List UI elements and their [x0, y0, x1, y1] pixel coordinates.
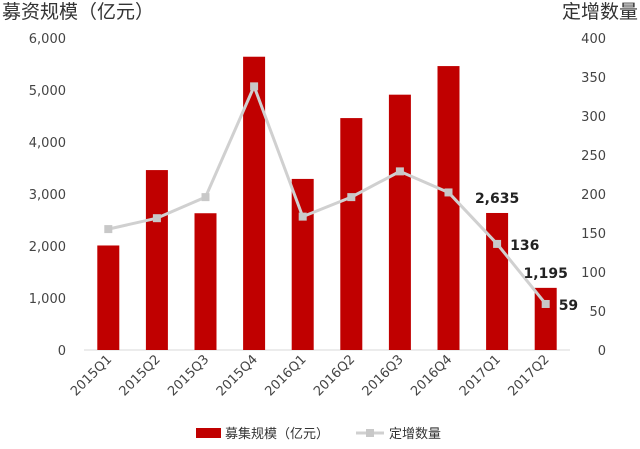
line-marker-2016Q2 [347, 193, 356, 202]
x-tick-label: 2016Q2 [311, 352, 358, 399]
data-label: 59 [559, 298, 578, 314]
right-tick-label: 50 [589, 305, 606, 320]
x-tick-label: 2015Q2 [117, 352, 164, 399]
line-marker-2015Q2 [152, 214, 161, 223]
legend-line-label: 定增数量 [389, 427, 441, 442]
x-tick-label: 2016Q4 [408, 352, 455, 399]
line-series [104, 82, 550, 308]
line-marker-2016Q3 [395, 167, 404, 176]
x-tick-label: 2016Q3 [360, 352, 407, 399]
right-axis-title: 定增数量 [562, 1, 638, 23]
x-axis-ticks: 2015Q1 2015Q2 2015Q3 2015Q4 2016Q1 2016Q2 2016… [68, 352, 552, 399]
data-label: 136 [510, 238, 539, 254]
line-marker-2015Q4 [250, 82, 259, 91]
right-tick-label: 400 [581, 32, 606, 47]
left-tick-label: 0 [58, 344, 66, 359]
legend-bar-swatch [196, 428, 221, 438]
right-tick-label: 200 [581, 188, 606, 203]
left-tick-label: 5,000 [29, 84, 66, 99]
right-tick-label: 0 [598, 344, 606, 359]
data-label: 1,195 [524, 266, 568, 282]
left-tick-label: 4,000 [29, 136, 66, 151]
x-tick-label: 2016Q1 [262, 352, 309, 399]
left-axis-title: 募资规模（亿元） [2, 1, 154, 23]
line-marker-2016Q4 [444, 188, 453, 197]
data-label: 2,635 [475, 191, 519, 207]
right-tick-label: 300 [581, 110, 606, 125]
bar-2016Q2 [340, 118, 363, 350]
x-tick-label: 2017Q1 [457, 352, 504, 399]
legend: 募集规模（亿元） 定增数量 [196, 426, 441, 442]
right-axis-ticks: 0 50 100 150 200 250 300 350 400 [581, 32, 606, 359]
left-tick-label: 6,000 [29, 32, 66, 47]
bar-2017Q2 [534, 287, 557, 350]
left-axis-ticks: 0 1,000 2,000 3,000 4,000 5,000 6,000 [29, 32, 66, 359]
legend-line-marker [366, 429, 374, 437]
bar-2016Q3 [388, 94, 411, 351]
x-tick-label: 2017Q2 [505, 352, 552, 399]
bar-2015Q2 [145, 170, 168, 350]
x-tick-label: 2015Q3 [165, 352, 212, 399]
x-tick-label: 2015Q1 [68, 352, 115, 399]
line-marker-2015Q3 [201, 193, 210, 202]
line-marker-2017Q2 [541, 299, 550, 308]
legend-bar-label: 募集规模（亿元） [225, 426, 329, 442]
line-marker-2016Q1 [298, 212, 307, 221]
bar-2015Q1 [97, 245, 120, 350]
right-tick-label: 150 [581, 227, 606, 242]
x-tick-label: 2015Q4 [214, 352, 261, 399]
bar-2017Q1 [486, 212, 509, 350]
right-tick-label: 100 [581, 266, 606, 281]
bar-2016Q4 [437, 66, 460, 350]
left-tick-label: 3,000 [29, 188, 66, 203]
line-path [107, 84, 547, 305]
line-marker-2017Q1 [493, 239, 502, 248]
data-labels: 2,635 1,195 136 59 [475, 191, 578, 314]
bar-2015Q4 [243, 56, 266, 350]
left-tick-label: 2,000 [29, 240, 66, 255]
bar-2015Q3 [194, 213, 217, 350]
bar-2016Q1 [291, 178, 314, 350]
right-tick-label: 350 [581, 71, 606, 86]
bar-series [97, 56, 557, 351]
left-tick-label: 1,000 [29, 292, 66, 307]
line-marker-2015Q1 [104, 225, 113, 234]
right-tick-label: 250 [581, 149, 606, 164]
